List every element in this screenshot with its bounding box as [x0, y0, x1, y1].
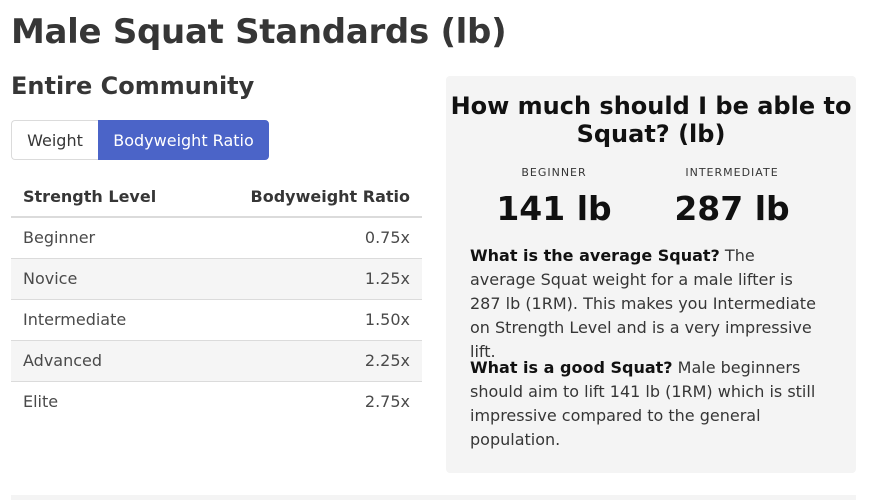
- average-squat-paragraph: What is the average Squat? The average S…: [470, 244, 822, 364]
- stat-value: 287 lb: [674, 189, 790, 228]
- weight-toggle-button[interactable]: Weight: [11, 120, 98, 160]
- good-squat-paragraph: What is a good Squat? Male beginners sho…: [470, 356, 822, 452]
- bodyweight-ratio-toggle-button[interactable]: Bodyweight Ratio: [98, 120, 269, 160]
- column-header-strength-level: Strength Level: [11, 176, 201, 218]
- ratio-cell: 1.25x: [200, 258, 422, 300]
- unit-toggle: Weight Bodyweight Ratio: [11, 120, 269, 160]
- intermediate-stat: INTERMEDIATE 287 lb: [632, 166, 832, 228]
- table-row: Beginner 0.75x: [11, 217, 422, 259]
- column-header-bodyweight-ratio: Bodyweight Ratio: [200, 176, 422, 218]
- table-row: Intermediate 1.50x: [11, 299, 422, 341]
- ratio-cell: 1.50x: [200, 299, 422, 341]
- strength-level-cell: Elite: [23, 392, 59, 412]
- strength-level-cell: Intermediate: [11, 299, 201, 341]
- paragraph-question: What is the average Squat?: [470, 246, 720, 265]
- page-title: Male Squat Standards (lb): [11, 12, 507, 52]
- table-row: Elite 2.75x: [11, 381, 422, 422]
- table-row: Novice 1.25x: [11, 258, 422, 300]
- section-divider: [11, 495, 856, 500]
- ratio-cell: 0.75x: [200, 217, 422, 259]
- paragraph-answer: Male beginners should aim to lift 141 lb…: [470, 358, 816, 449]
- table-row: Advanced 2.25x: [11, 340, 422, 382]
- paragraph-answer: The average Squat weight for a male lift…: [470, 246, 816, 361]
- standards-table: Strength Level Bodyweight Ratio Beginner…: [11, 176, 422, 422]
- card-title: How much should I be able to Squat? (lb): [450, 92, 852, 148]
- stat-value: 141 lb: [496, 189, 612, 228]
- paragraph-question: What is a good Squat?: [470, 358, 673, 377]
- beginner-stat: BEGINNER 141 lb: [454, 166, 654, 228]
- ratio-cell: 2.25x: [200, 340, 422, 382]
- stat-label: INTERMEDIATE: [685, 166, 779, 179]
- squat-summary-card: How much should I be able to Squat? (lb)…: [446, 76, 856, 473]
- strength-level-cell: Novice: [11, 258, 201, 300]
- stat-label: BEGINNER: [521, 166, 587, 179]
- strength-level-cell: Beginner: [11, 217, 201, 259]
- strength-level-cell: Advanced: [11, 340, 201, 382]
- ratio-cell: 2.75x: [364, 392, 410, 412]
- section-title: Entire Community: [11, 72, 255, 100]
- table-header-row: Strength Level Bodyweight Ratio: [11, 176, 422, 218]
